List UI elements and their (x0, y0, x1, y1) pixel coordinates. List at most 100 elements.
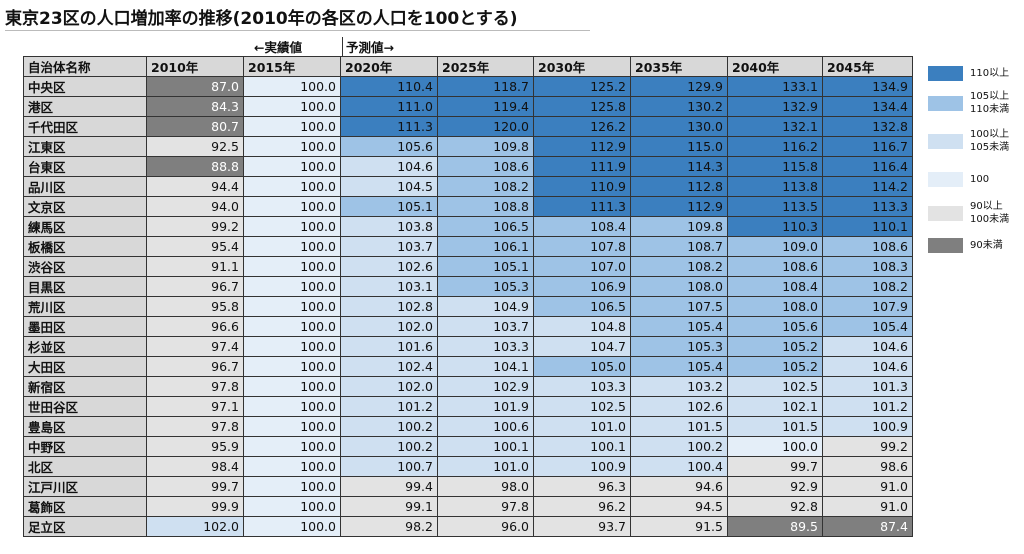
value-cell: 89.5 (727, 516, 823, 537)
value-cell: 129.9 (630, 76, 728, 97)
ward-name: 文京区 (23, 196, 147, 217)
value-cell: 91.0 (822, 476, 913, 497)
value-cell: 98.0 (437, 476, 534, 497)
value-cell: 103.3 (437, 336, 534, 357)
value-cell: 100.9 (822, 416, 913, 437)
value-cell: 101.6 (340, 336, 438, 357)
ward-name: 足立区 (23, 516, 147, 537)
table-row: 文京区 94.0 100.0 105.1 108.8 111.3 112.9 113.5 113… (23, 196, 913, 217)
value-cell: 100.0 (243, 176, 341, 197)
value-cell: 100.0 (243, 436, 341, 457)
value-cell: 100.1 (533, 436, 631, 457)
value-cell: 100.0 (243, 256, 341, 277)
value-cell: 97.1 (146, 396, 244, 417)
value-cell: 96.3 (533, 476, 631, 497)
value-cell: 99.2 (146, 216, 244, 237)
value-cell: 97.8 (146, 416, 244, 437)
value-cell: 130.0 (630, 116, 728, 137)
value-cell: 100.0 (243, 356, 341, 377)
ward-name: 中央区 (23, 76, 147, 97)
value-cell: 132.9 (727, 96, 823, 117)
table-row: 足立区 102.0 100.0 98.2 96.0 93.7 91.5 89.5 87.4 (23, 516, 913, 537)
ward-name: 杉並区 (23, 336, 147, 357)
table-row: 台東区 88.8 100.0 104.6 108.6 111.9 114.3 115.8 116… (23, 156, 913, 177)
value-cell: 108.4 (727, 276, 823, 297)
legend-label: 105以上 110未満 (970, 90, 1024, 116)
value-cell: 87.4 (822, 516, 913, 537)
legend-label: 100 (970, 173, 1024, 186)
value-cell: 109.8 (630, 216, 728, 237)
legend-label-line: 105以上 (970, 91, 1010, 102)
value-cell: 111.3 (340, 116, 438, 137)
legend-swatch (928, 238, 963, 253)
predicted-values-note: 予測値→ (346, 40, 394, 55)
value-cell: 125.2 (533, 76, 631, 97)
value-cell: 113.5 (727, 196, 823, 217)
value-cell: 95.9 (146, 436, 244, 457)
value-cell: 112.8 (630, 176, 728, 197)
value-cell: 105.1 (437, 256, 534, 277)
ward-name: 板橋区 (23, 236, 147, 257)
value-cell: 106.1 (437, 236, 534, 257)
value-cell: 111.9 (533, 156, 631, 177)
ward-name: 目黒区 (23, 276, 147, 297)
value-cell: 108.2 (822, 276, 913, 297)
value-cell: 102.0 (146, 516, 244, 537)
value-cell: 103.8 (340, 216, 438, 237)
value-cell: 94.5 (630, 496, 728, 517)
predicted-divider (342, 37, 343, 58)
table-row: 新宿区 97.8 100.0 102.0 102.9 103.3 103.2 102.5 101… (23, 376, 913, 397)
value-cell: 96.2 (533, 496, 631, 517)
value-cell: 113.8 (727, 176, 823, 197)
value-cell: 110.3 (727, 216, 823, 237)
ward-name: 千代田区 (23, 116, 147, 137)
table-row: 荒川区 95.8 100.0 102.8 104.9 106.5 107.5 108.0 107… (23, 296, 913, 317)
value-cell: 114.3 (630, 156, 728, 177)
table-header-row: 自治体名称 2010年 2015年 2020年 2025年 2030年 2035年 2040年… (23, 56, 913, 77)
value-cell: 104.9 (437, 296, 534, 317)
value-cell: 101.9 (437, 396, 534, 417)
value-cell: 104.7 (533, 336, 631, 357)
value-cell: 92.8 (727, 496, 823, 517)
value-cell: 118.7 (437, 76, 534, 97)
value-cell: 110.1 (822, 216, 913, 237)
legend-label: 110以上 (970, 67, 1024, 80)
value-cell: 99.9 (146, 496, 244, 517)
value-cell: 109.8 (437, 136, 534, 157)
value-cell: 113.3 (822, 196, 913, 217)
value-cell: 132.8 (822, 116, 913, 137)
value-cell: 105.4 (822, 316, 913, 337)
value-cell: 102.9 (437, 376, 534, 397)
legend-label-line: 90未満 (970, 240, 1003, 251)
value-cell: 88.8 (146, 156, 244, 177)
chart-title: 東京23区の人口増加率の推移(2010年の各区の人口を100とする) (5, 9, 518, 29)
value-cell: 108.7 (630, 236, 728, 257)
legend-label-line: 110以上 (970, 68, 1010, 79)
ward-name: 台東区 (23, 156, 147, 177)
value-cell: 105.4 (630, 316, 728, 337)
value-cell: 106.5 (437, 216, 534, 237)
header-year: 2040年 (727, 56, 823, 77)
legend-swatch (928, 206, 963, 221)
value-cell: 115.0 (630, 136, 728, 157)
value-cell: 104.6 (822, 356, 913, 377)
value-cell: 116.4 (822, 156, 913, 177)
ward-name: 江東区 (23, 136, 147, 157)
value-cell: 105.3 (630, 336, 728, 357)
value-cell: 116.2 (727, 136, 823, 157)
ward-name: 中野区 (23, 436, 147, 457)
value-cell: 100.0 (243, 316, 341, 337)
value-cell: 91.5 (630, 516, 728, 537)
value-cell: 104.1 (437, 356, 534, 377)
value-cell: 84.3 (146, 96, 244, 117)
value-cell: 105.6 (340, 136, 438, 157)
ward-name: 葛飾区 (23, 496, 147, 517)
legend-label-line: 100未満 (970, 214, 1010, 225)
value-cell: 133.1 (727, 76, 823, 97)
legend-swatch (928, 134, 963, 149)
value-cell: 104.8 (533, 316, 631, 337)
value-cell: 120.0 (437, 116, 534, 137)
value-cell: 100.7 (340, 456, 438, 477)
ward-name: 大田区 (23, 356, 147, 377)
value-cell: 111.3 (533, 196, 631, 217)
